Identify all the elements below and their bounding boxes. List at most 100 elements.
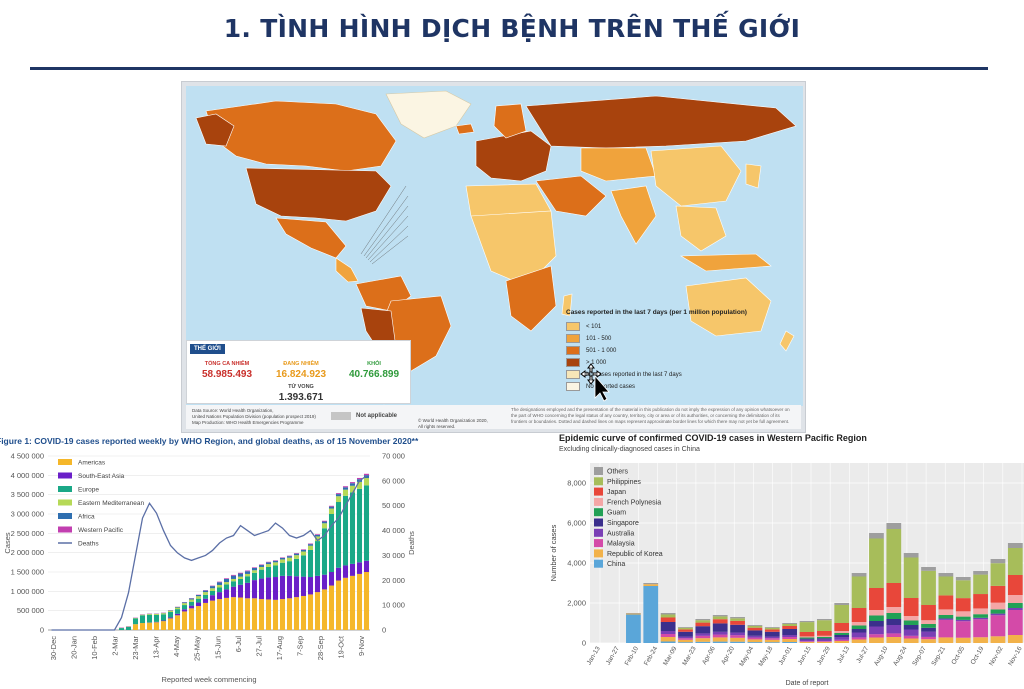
bar-segment: [363, 485, 370, 561]
legend-swatch: [58, 526, 72, 533]
bar-segment: [300, 576, 307, 596]
bar-segment: [293, 553, 300, 554]
bar-segment: [782, 624, 798, 626]
bar-segment: [730, 632, 745, 636]
x-tick-label: 20-Jan: [70, 636, 79, 659]
bar-segment: [174, 615, 181, 630]
bar-segment: [712, 641, 728, 643]
bar-segment: [321, 574, 328, 590]
bar-segment: [626, 613, 641, 615]
bar-segment: [782, 639, 798, 642]
bar-segment: [834, 641, 850, 643]
bar-segment: [730, 635, 745, 638]
bar-segment: [244, 582, 251, 599]
bar-segment: [990, 563, 1006, 586]
legend-swatch: [594, 467, 603, 475]
stat-total: TỔNG CA NHIỄM 58.985.493: [193, 361, 261, 380]
bar-segment: [695, 626, 711, 634]
bar-segment: [286, 557, 293, 562]
y-tick-label: 6,000: [567, 519, 586, 528]
bar-segment: [955, 577, 971, 581]
bar-segment: [300, 549, 307, 552]
bar-segment: [816, 619, 832, 621]
bar-segment: [973, 571, 988, 575]
stat-recovered: KHỎI 40.766.899: [339, 361, 409, 380]
bar-segment: [886, 583, 902, 607]
russia: [525, 95, 797, 149]
bar-segment: [903, 635, 919, 639]
bar-segment: [869, 637, 884, 643]
bar-segment: [1007, 575, 1023, 595]
x-tick-label: May-04: [738, 645, 755, 668]
legend-label: Eastern Mediterranean: [78, 500, 145, 507]
bar-segment: [209, 590, 216, 596]
bar-segment: [139, 614, 146, 616]
bar-segment: [286, 555, 293, 557]
bar-segment: [279, 557, 286, 558]
bar-segment: [342, 487, 349, 490]
bar-segment: [146, 613, 153, 615]
bar-segment: [782, 635, 798, 637]
bar-segment: [230, 586, 237, 598]
bar-segment: [209, 588, 216, 591]
bar-segment: [886, 523, 902, 529]
bar-segment: [660, 634, 676, 637]
india: [610, 185, 657, 245]
bar-segment: [216, 584, 223, 588]
x-tick-label: Jun-01: [778, 645, 794, 666]
y-tick-label: 4 500 000: [11, 452, 44, 461]
x-tick-label: Apr-20: [720, 645, 736, 666]
bar-segment: [237, 576, 244, 579]
bar-segment: [237, 597, 244, 630]
bar-segment: [643, 586, 659, 643]
bar-segment: [167, 610, 174, 613]
bar-segment: [851, 622, 867, 626]
stat-recovered-value: 40.766.899: [348, 369, 400, 380]
bar-segment: [335, 494, 342, 497]
bar-segment: [314, 592, 321, 630]
bar-segment: [782, 637, 798, 639]
bar-segment: [293, 555, 300, 559]
bar-segment: [643, 583, 659, 585]
bar-segment: [869, 621, 884, 627]
bar-segment: [695, 633, 711, 636]
bar-segment: [237, 573, 244, 577]
bar-segment: [153, 614, 160, 622]
chart-subtitle: Excluding clinically-diagnosed cases in …: [559, 446, 700, 453]
bar-segment: [286, 561, 293, 576]
bar-segment: [712, 634, 728, 638]
bar-segment: [118, 628, 125, 630]
bar-segment: [764, 631, 780, 637]
legend-label: Australia: [607, 530, 634, 537]
bar-segment: [216, 581, 223, 583]
map-legend: Cases reported in the last 7 days (per 1…: [566, 309, 796, 393]
bar-segment: [660, 631, 676, 634]
bar-segment: [834, 639, 850, 641]
bar-segment: [244, 576, 251, 583]
central-america: [335, 257, 359, 283]
bar-segment: [279, 575, 286, 600]
bar-segment: [279, 559, 286, 563]
bar-segment: [695, 641, 711, 643]
x-tick-label: Jun-29: [816, 645, 832, 666]
x-tick-label: 25-May: [193, 636, 202, 661]
bar-segment: [251, 570, 258, 573]
x-tick-label: 6-Jul: [234, 636, 243, 653]
bar-segment: [851, 637, 867, 640]
bar-segment: [314, 536, 321, 542]
bar-segment: [886, 633, 902, 637]
bar-segment: [132, 624, 139, 630]
bar-segment: [272, 599, 279, 630]
bar-segment: [258, 565, 265, 567]
legend-label: Western Pacific: [78, 527, 124, 534]
y2-tick-label: 40 000: [382, 526, 405, 535]
x-tick-label: 23-Mar: [131, 636, 140, 660]
bar-segment: [1007, 635, 1023, 643]
x-tick-label: Nov-02: [988, 645, 1005, 667]
legend-swatch: [58, 499, 72, 506]
y2-tick-label: 30 000: [382, 551, 405, 560]
bar-segment: [174, 613, 181, 616]
bar-segment: [195, 595, 202, 597]
usa: [245, 167, 392, 222]
